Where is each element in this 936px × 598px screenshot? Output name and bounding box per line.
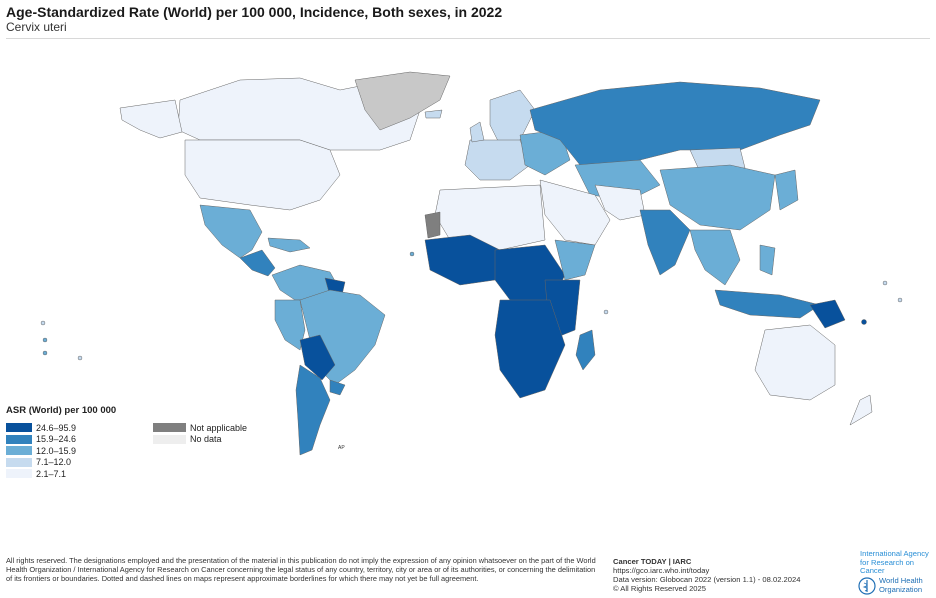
legend-label: 15.9–24.6: [36, 434, 77, 445]
legend-item: 12.0–15.9: [6, 445, 116, 457]
region-new-zealand: [849, 394, 873, 426]
region-russia: [529, 81, 821, 166]
world-choropleth-map: AP: [40, 71, 903, 456]
who-line2: Organization: [879, 585, 923, 594]
region-western-sahara: [424, 211, 441, 239]
region-horn-of-africa: [554, 239, 596, 281]
island-marker: [409, 251, 415, 257]
region-southern-africa: [494, 299, 566, 399]
map-subtitle: Cervix uteri: [6, 20, 67, 34]
title-divider: [6, 38, 930, 39]
region-indonesia: [714, 289, 821, 319]
who-logo: World Health Organization: [858, 577, 923, 595]
who-line1: World Health: [879, 576, 923, 586]
legend-label: No data: [190, 434, 222, 445]
region-iceland: [424, 109, 443, 119]
region-greenland: [354, 71, 451, 131]
legend-swatch: [153, 423, 186, 433]
who-emblem-icon: [858, 577, 876, 595]
region-mexico: [199, 204, 263, 259]
legend: ASR (World) per 100 000 24.6–95.9 15.9–2…: [6, 405, 116, 480]
island-marker: [897, 297, 903, 303]
disclaimer-text: All rights reserved. The designations em…: [6, 556, 596, 583]
legend-swatch: [153, 434, 186, 444]
legend-swatch: [6, 446, 32, 456]
region-papua: [809, 299, 846, 329]
source-block: Cancer TODAY | IARC https://gco.iarc.who…: [613, 557, 800, 593]
region-argentina-chile: [295, 364, 331, 456]
legend-label: Not applicable: [190, 422, 248, 433]
region-china: [659, 164, 776, 231]
ap-label: AP: [338, 445, 345, 451]
island-marker: [77, 355, 83, 361]
map-title: Age-Standardized Rate (World) per 100 00…: [6, 4, 503, 20]
region-japan-korea: [774, 169, 799, 211]
copyright: © All Rights Reserved 2025: [613, 584, 706, 593]
legend-extra: Not applicable No data: [153, 422, 247, 445]
region-bolivia-paraguay: [299, 334, 336, 381]
iarc-line1: International Agency: [860, 549, 929, 558]
legend-item: 2.1–7.1: [6, 468, 116, 480]
region-caribbean: [267, 237, 311, 253]
legend-swatch: [6, 469, 32, 479]
legend-label: 2.1–7.1: [36, 468, 67, 479]
legend-title: ASR (World) per 100 000: [6, 405, 117, 416]
legend-item: No data: [153, 434, 247, 446]
region-philippines: [759, 244, 776, 276]
island-marker: [42, 337, 48, 343]
legend-item: 24.6–95.9: [6, 422, 116, 434]
island-marker: [603, 309, 609, 315]
region-iran-afghanistan: [594, 184, 646, 221]
region-uruguay: [329, 379, 346, 396]
region-alaska: [119, 99, 183, 139]
region-australia: [754, 324, 836, 401]
iarc-line2: for Research on Cancer: [860, 557, 915, 576]
source-url[interactable]: https://gco.iarc.who.int/today: [613, 566, 710, 575]
region-india: [639, 209, 691, 276]
legend-swatch: [6, 423, 32, 433]
source-title: Cancer TODAY | IARC: [613, 557, 692, 566]
island-marker: [40, 320, 46, 326]
legend-label: 12.0–15.9: [36, 445, 77, 456]
legend-item: 15.9–24.6: [6, 434, 116, 446]
region-uk: [469, 121, 485, 143]
island-marker: [882, 280, 888, 286]
region-western-europe: [464, 139, 531, 181]
region-usa: [184, 139, 341, 211]
data-version: Data version: Globocan 2022 (version 1.1…: [613, 575, 801, 584]
legend-swatch: [6, 457, 32, 467]
legend-item: 7.1–12.0: [6, 457, 116, 469]
legend-label: 24.6–95.9: [36, 422, 77, 433]
legend-label: 7.1–12.0: [36, 457, 72, 468]
island-marker: [861, 319, 867, 325]
island-marker: [42, 350, 48, 356]
region-central-america: [239, 249, 276, 277]
legend-item: Not applicable: [153, 422, 247, 434]
region-madagascar: [575, 329, 596, 371]
iarc-logo: International Agency for Research on Can…: [860, 549, 936, 576]
region-southeast-asia: [689, 229, 741, 286]
legend-swatch: [6, 434, 32, 444]
